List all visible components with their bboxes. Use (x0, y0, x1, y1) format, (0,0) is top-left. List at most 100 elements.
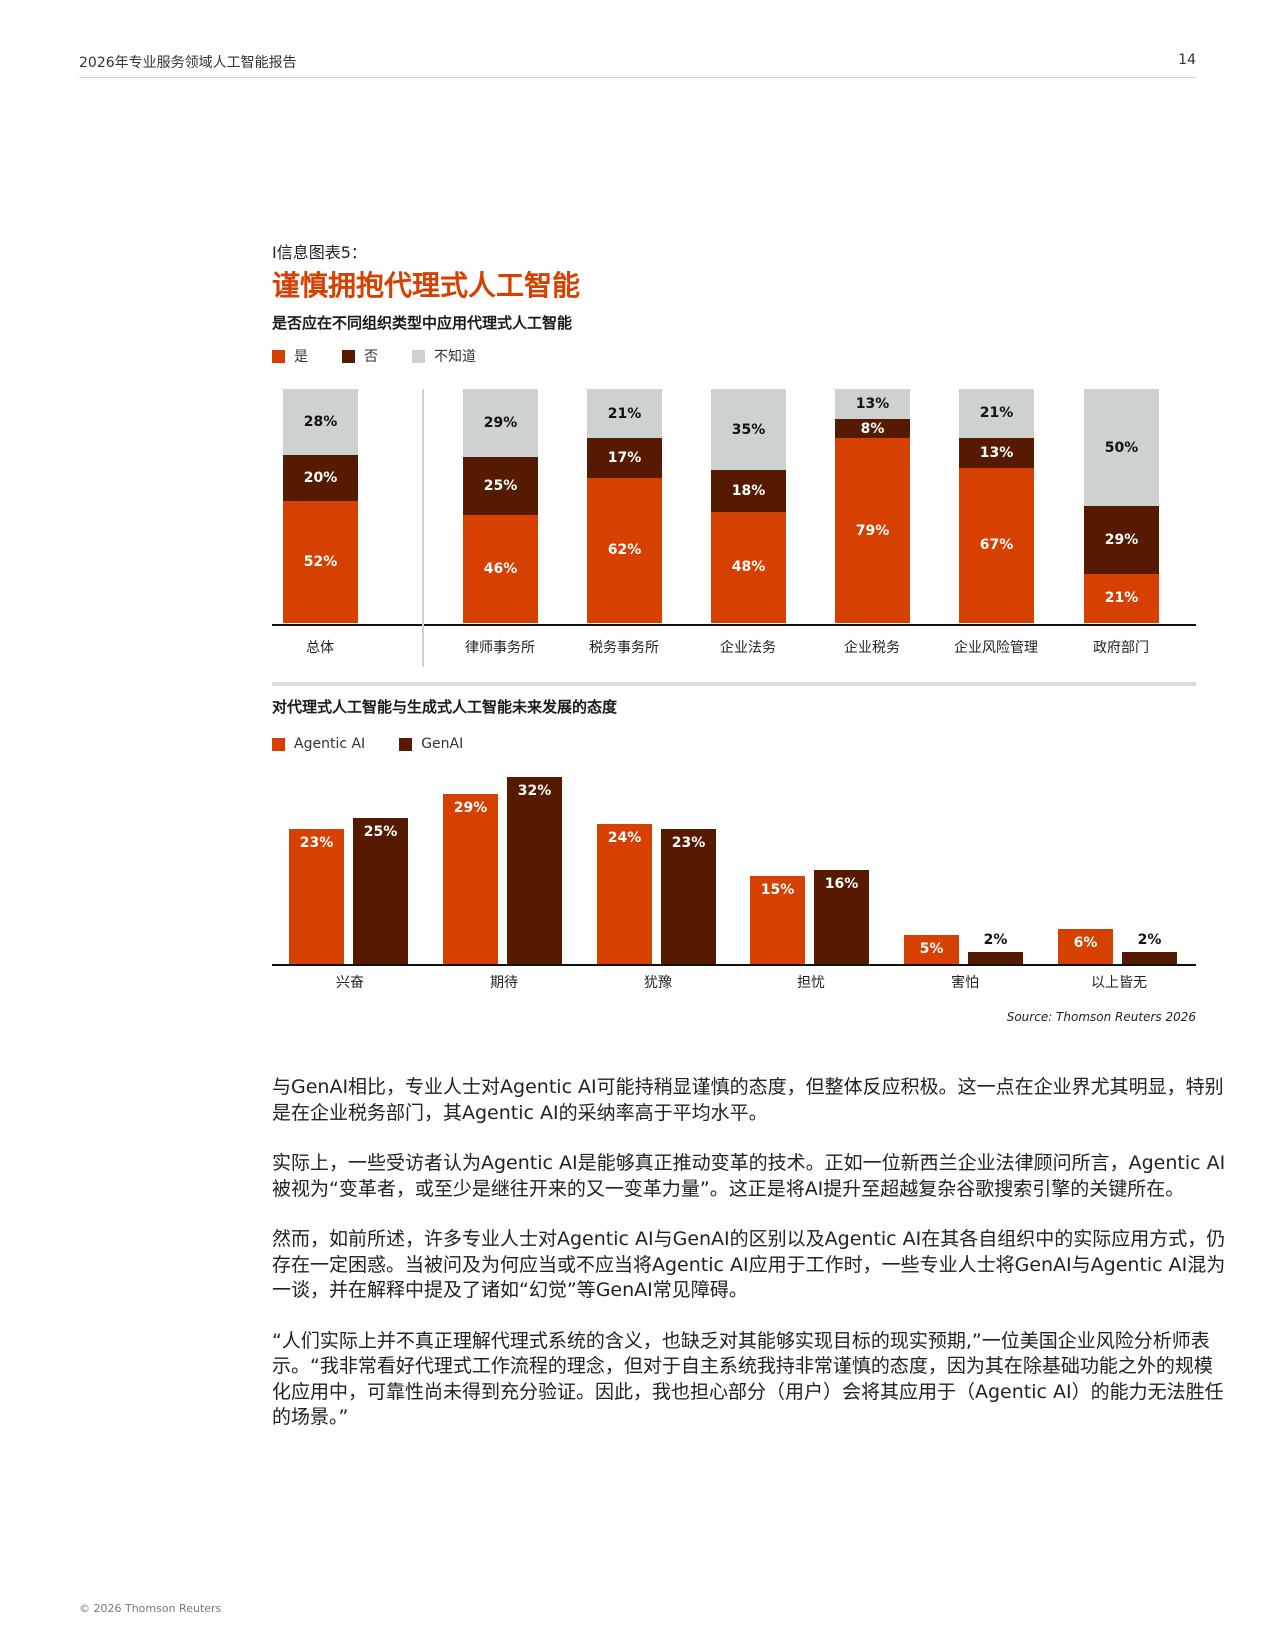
chart1-legend: 是 否 不知道 (272, 346, 1196, 366)
paragraph: 然而，如前所述，许多专业人士对Agentic AI与GenAI的区别以及Agen… (272, 1228, 1226, 1301)
data-label: 25% (363, 823, 398, 840)
chart-divider (422, 389, 424, 667)
paragraph: 与GenAI相比，专业人士对Agentic AI可能持稍显谨慎的态度，但整体反应… (272, 1076, 1224, 1124)
bar: 24% (597, 823, 652, 964)
bar (968, 952, 1023, 964)
bar-segment: 35% (711, 389, 786, 471)
data-label: 29% (1104, 531, 1139, 548)
stacked-bar: 48% 18% 35% (711, 389, 786, 623)
category-label: 律师事务所 (465, 640, 535, 656)
bar: 29% (443, 794, 498, 964)
bar: 5% (904, 934, 959, 964)
data-label: 5% (919, 940, 944, 957)
data-label: 16% (824, 876, 859, 893)
data-label: 2% (1137, 932, 1162, 949)
data-label: 18% (731, 482, 766, 499)
data-label: 52% (303, 554, 338, 571)
footer-copyright: © 2026 Thomson Reuters (79, 1602, 222, 1615)
data-label: 21% (1104, 590, 1139, 607)
data-label: 25% (483, 478, 518, 495)
paragraph: “人们实际上并不真正理解代理式系统的含义，也缺乏对其能够实现目标的现实预期,”一… (272, 1329, 1224, 1429)
bar: 6% (1058, 928, 1113, 964)
bar: 23% (289, 829, 344, 964)
data-label: 48% (731, 559, 766, 576)
stacked-bar: 21% 29% 50% (1084, 389, 1159, 623)
grouped-bar-chart: 23% 25% 兴奋 29% 32% 期待 24% 23% 犹豫 15% 16% 担忧 5% 2% 害怕 6%… (272, 767, 1196, 992)
data-label: 29% (483, 414, 518, 431)
bar-segment: 13% (959, 437, 1034, 468)
legend-swatch-icon (272, 737, 285, 751)
bar-segment: 67% (959, 467, 1034, 623)
paragraph: 实际上，一些受访者认为Agentic AI是能够真正推动变革的技术。正如一位新西… (272, 1152, 1226, 1200)
bar-segment: 29% (1084, 506, 1159, 574)
stacked-bar: 52% 20% 28% (283, 389, 358, 623)
legend-item: 否 (342, 346, 378, 366)
data-label: 15% (760, 882, 795, 899)
category-label: 犹豫 (644, 975, 672, 991)
page-header: 2026年专业服务领域人工智能报告 14 (79, 52, 1196, 78)
infographic-headline: 谨慎拥抱代理式人工智能 (272, 269, 581, 302)
legend-item: 是 (272, 346, 308, 366)
bar (1122, 952, 1177, 964)
legend-item: GenAI (399, 736, 463, 752)
stacked-bar: 79% 8% 13% (835, 389, 910, 623)
bar-segment: 28% (283, 389, 358, 455)
category-label: 害怕 (951, 975, 979, 991)
bar-segment: 21% (1084, 573, 1159, 623)
stacked-bar: 67% 13% 21% (959, 389, 1034, 623)
bar-segment: 13% (835, 389, 910, 420)
chart-baseline (272, 624, 422, 626)
stacked-bar-chart: 52% 20% 28% 总体 46% 25% 29% 律师事务所 62% 17% 21% 税务事务所 4… (272, 389, 1196, 667)
data-label: 23% (299, 835, 334, 852)
category-label: 政府部门 (1093, 640, 1149, 656)
bar: 16% (814, 870, 869, 964)
legend-label: Agentic AI (294, 736, 366, 752)
chart-baseline (272, 964, 1196, 966)
body-text: 与GenAI相比，专业人士对Agentic AI可能持稍显谨慎的态度，但整体反应… (272, 1075, 1227, 1456)
bar-segment: 48% (711, 511, 786, 623)
header-rule (79, 77, 1196, 78)
data-label: 35% (731, 421, 766, 438)
report-title: 2026年专业服务领域人工智能报告 (79, 55, 297, 71)
data-label: 28% (303, 413, 338, 430)
bar-segment: 52% (283, 501, 358, 623)
legend-label: 是 (294, 349, 308, 365)
data-label: 21% (979, 405, 1014, 422)
legend-swatch-icon (342, 349, 355, 363)
legend-item: Agentic AI (272, 736, 365, 752)
legend-label: 否 (364, 349, 378, 365)
bar: 25% (353, 817, 408, 964)
bar-segment: 79% (835, 438, 910, 623)
chart1-title: 是否应在不同组织类型中应用代理式人工智能 (272, 314, 573, 332)
bar-segment: 25% (463, 456, 538, 516)
data-label: 8% (860, 420, 885, 437)
category-label: 企业税务 (844, 640, 900, 656)
bar-segment: 8% (835, 419, 910, 439)
bar-segment: 62% (587, 477, 662, 623)
bar: 32% (507, 776, 562, 964)
bar-segment: 17% (587, 438, 662, 478)
data-label: 29% (453, 800, 488, 817)
data-label: 50% (1104, 439, 1139, 456)
legend-swatch-icon (272, 349, 285, 363)
chart-baseline (424, 624, 1196, 626)
data-label: 24% (607, 829, 642, 846)
data-label: 23% (671, 835, 706, 852)
category-label: 担忧 (797, 975, 825, 991)
bar-segment: 20% (283, 454, 358, 502)
category-label: 税务事务所 (589, 640, 659, 656)
bar-segment: 21% (959, 389, 1034, 438)
category-label: 企业风险管理 (954, 640, 1038, 656)
chart2-title: 对代理式人工智能与生成式人工智能未来发展的态度 (272, 698, 618, 716)
bar-segment: 50% (1084, 389, 1159, 507)
data-label: 13% (979, 444, 1014, 461)
data-label: 21% (607, 405, 642, 422)
chart2-header: 对代理式人工智能与生成式人工智能未来发展的态度 Agentic AI GenAI (272, 696, 1196, 754)
data-label: 13% (855, 396, 890, 413)
stacked-bar: 62% 17% 21% (587, 389, 662, 623)
bar-segment: 18% (711, 470, 786, 512)
bar: 23% (661, 829, 716, 964)
section-separator (272, 682, 1196, 686)
data-label: 17% (607, 450, 642, 467)
infographic-eyebrow: I信息图表5： (272, 243, 367, 262)
